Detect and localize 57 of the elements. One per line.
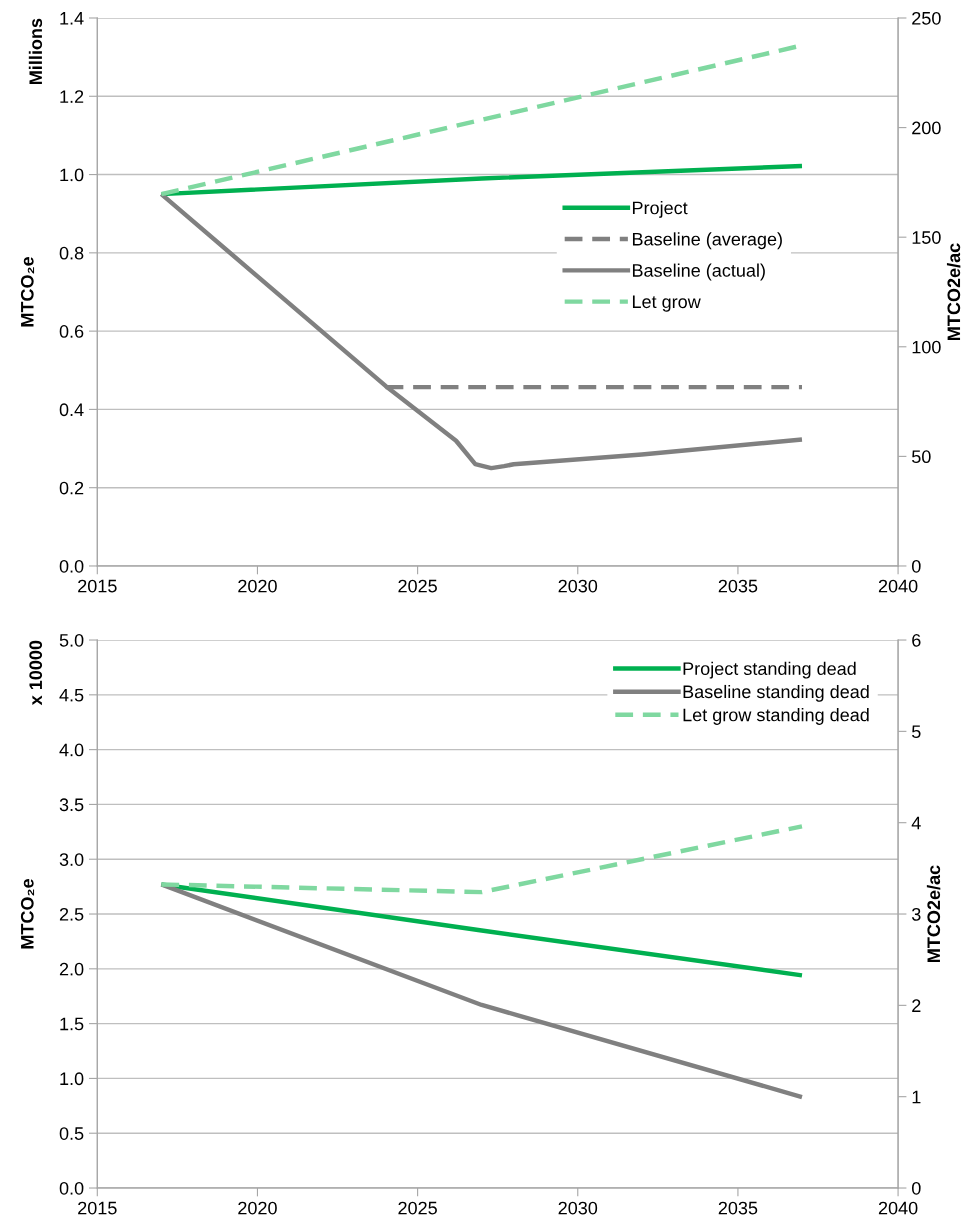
text: Millions — [28, 18, 43, 84]
legend-label: Project standing dead — [683, 661, 856, 679]
y2-tick-label: 5 — [912, 725, 921, 739]
y-tick-label: 5.0 — [59, 633, 84, 647]
y-tick-label: 0.5 — [59, 1127, 84, 1140]
y2-tick-label: 50 — [912, 450, 931, 464]
y2-tick-label: 0 — [911, 559, 921, 573]
y2-tick-label: 3 — [911, 907, 921, 921]
x-tick-label: 2030 — [558, 579, 598, 593]
text: x 10000 — [29, 640, 43, 706]
x-tick-label: 2035 — [718, 579, 758, 593]
x-tick-label: 2040 — [878, 1201, 918, 1215]
y-tick-label: 4.0 — [59, 743, 84, 757]
y2-tick-label: 1 — [912, 1090, 921, 1104]
y-tick-label: 0.4 — [59, 403, 84, 417]
y2-tick-label: 2 — [912, 999, 921, 1012]
y-axis-title: MTCO₂e — [20, 879, 35, 949]
y2-tick-label: 250 — [912, 11, 941, 25]
y-tick-label: 2.5 — [59, 907, 84, 921]
y2-axis-title: MTCO2e/ac — [946, 243, 961, 340]
y-tick-label: 3.5 — [59, 798, 84, 812]
y2-tick-label: 150 — [912, 231, 941, 244]
x-tick-label: 2040 — [878, 579, 918, 593]
x-tick-label: 2015 — [78, 1201, 117, 1215]
y-tick-label: 0.6 — [59, 325, 84, 338]
y-tick-label: 0.8 — [59, 246, 84, 260]
y-axis-title: MTCO₂e — [20, 256, 35, 327]
y2-tick-label: 4 — [911, 816, 921, 830]
x-tick-label: 2015 — [78, 579, 117, 593]
y-tick-label: 3.0 — [59, 853, 84, 866]
y-tick-label: 1.2 — [60, 90, 84, 103]
y-tick-label: 0.0 — [59, 1181, 84, 1195]
legend-label: Let grow — [632, 295, 701, 312]
y2-axis-title: MTCO2e/ac — [926, 865, 941, 962]
y2-tick-label: 100 — [912, 340, 941, 354]
x-tick-label: 2025 — [398, 579, 437, 593]
x-tick-label: 2025 — [398, 1201, 437, 1215]
legend-label: Baseline (average) — [632, 232, 782, 250]
y-tick-label: 2.0 — [59, 962, 84, 976]
legend-label: Baseline standing dead — [683, 684, 869, 702]
x-tick-label: 2020 — [238, 1201, 277, 1215]
x-tick-label: 2035 — [718, 1201, 758, 1215]
x-tick-label: 2020 — [238, 579, 277, 593]
y2-tick-label: 6 — [912, 633, 921, 647]
y-tick-label: 1.0 — [60, 168, 84, 182]
y2-tick-label: 0 — [911, 1181, 921, 1195]
y-tick-label: 1.0 — [60, 1072, 84, 1086]
x-tick-label: 2030 — [558, 1201, 598, 1215]
legend-label: Let grow standing dead — [683, 708, 869, 725]
y-tick-label: 0.0 — [59, 559, 84, 573]
legend-label: Baseline (actual) — [632, 263, 765, 281]
y-tick-label: 1.5 — [60, 1017, 84, 1031]
y-tick-label: 4.5 — [59, 688, 84, 702]
y-tick-label: 0.2 — [59, 481, 84, 495]
legend-label: Project — [632, 201, 688, 218]
y-tick-label: 1.4 — [60, 12, 84, 25]
y2-tick-label: 200 — [912, 121, 941, 135]
